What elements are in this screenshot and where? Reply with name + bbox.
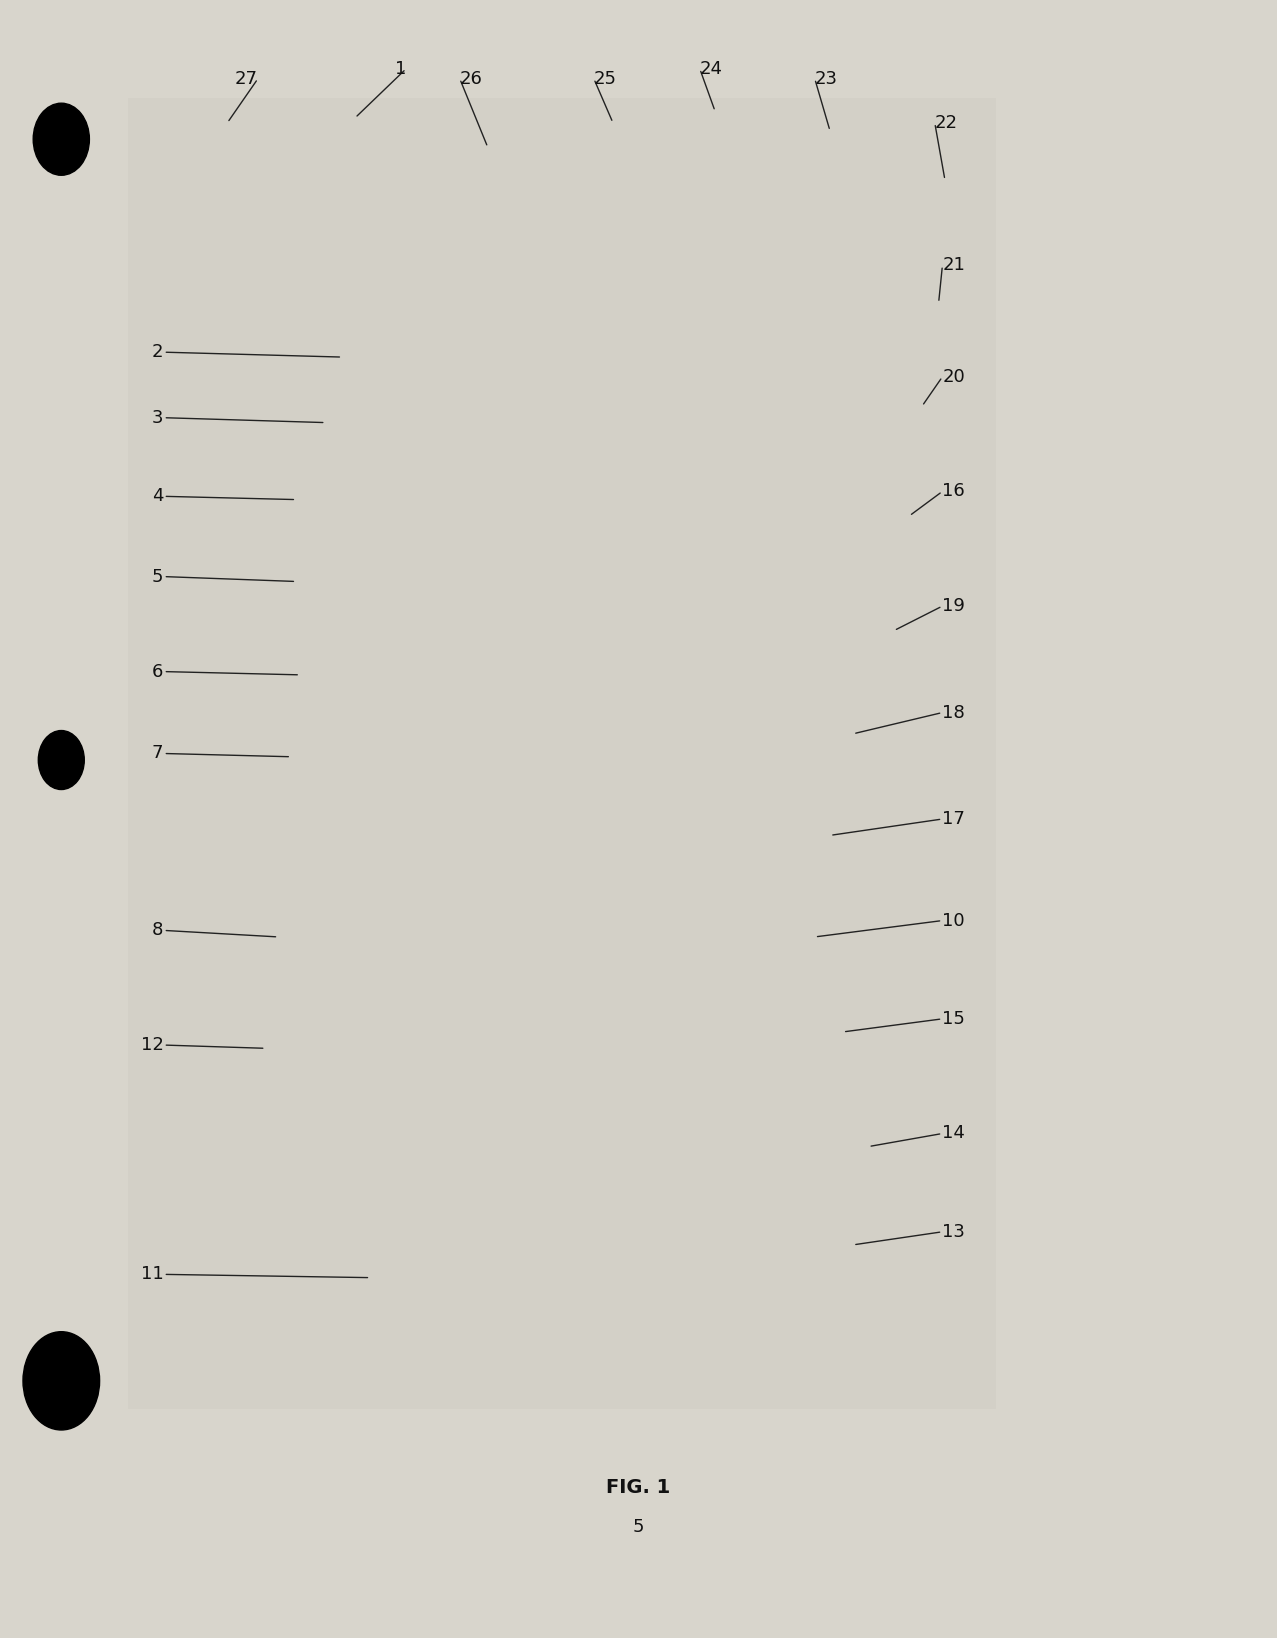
Text: 2: 2 <box>152 344 163 360</box>
Text: FIG. 1: FIG. 1 <box>607 1477 670 1497</box>
Text: 25: 25 <box>594 70 617 87</box>
Text: 6: 6 <box>152 663 163 680</box>
Text: 17: 17 <box>942 811 965 827</box>
Text: 22: 22 <box>935 115 958 131</box>
Text: 12: 12 <box>140 1037 163 1053</box>
Circle shape <box>38 731 84 790</box>
Text: 24: 24 <box>700 61 723 77</box>
Text: 8: 8 <box>152 922 163 939</box>
Text: 21: 21 <box>942 257 965 274</box>
Text: 7: 7 <box>152 745 163 762</box>
Text: 18: 18 <box>942 704 965 721</box>
Text: 5: 5 <box>632 1518 645 1535</box>
Text: 15: 15 <box>942 1011 965 1027</box>
Text: 26: 26 <box>460 70 483 87</box>
Text: 4: 4 <box>152 488 163 505</box>
Circle shape <box>33 103 89 175</box>
Text: 3: 3 <box>152 410 163 426</box>
Bar <box>128 98 996 1409</box>
Text: 11: 11 <box>140 1266 163 1283</box>
Text: 16: 16 <box>942 483 965 500</box>
Text: 1: 1 <box>395 61 406 77</box>
Text: 14: 14 <box>942 1125 965 1142</box>
Text: 5: 5 <box>152 568 163 585</box>
Circle shape <box>23 1332 100 1430</box>
Text: 27: 27 <box>235 70 258 87</box>
Text: 20: 20 <box>942 369 965 385</box>
Text: 13: 13 <box>942 1224 965 1240</box>
Text: 23: 23 <box>815 70 838 87</box>
Text: 19: 19 <box>942 598 965 614</box>
Text: 10: 10 <box>942 912 965 929</box>
